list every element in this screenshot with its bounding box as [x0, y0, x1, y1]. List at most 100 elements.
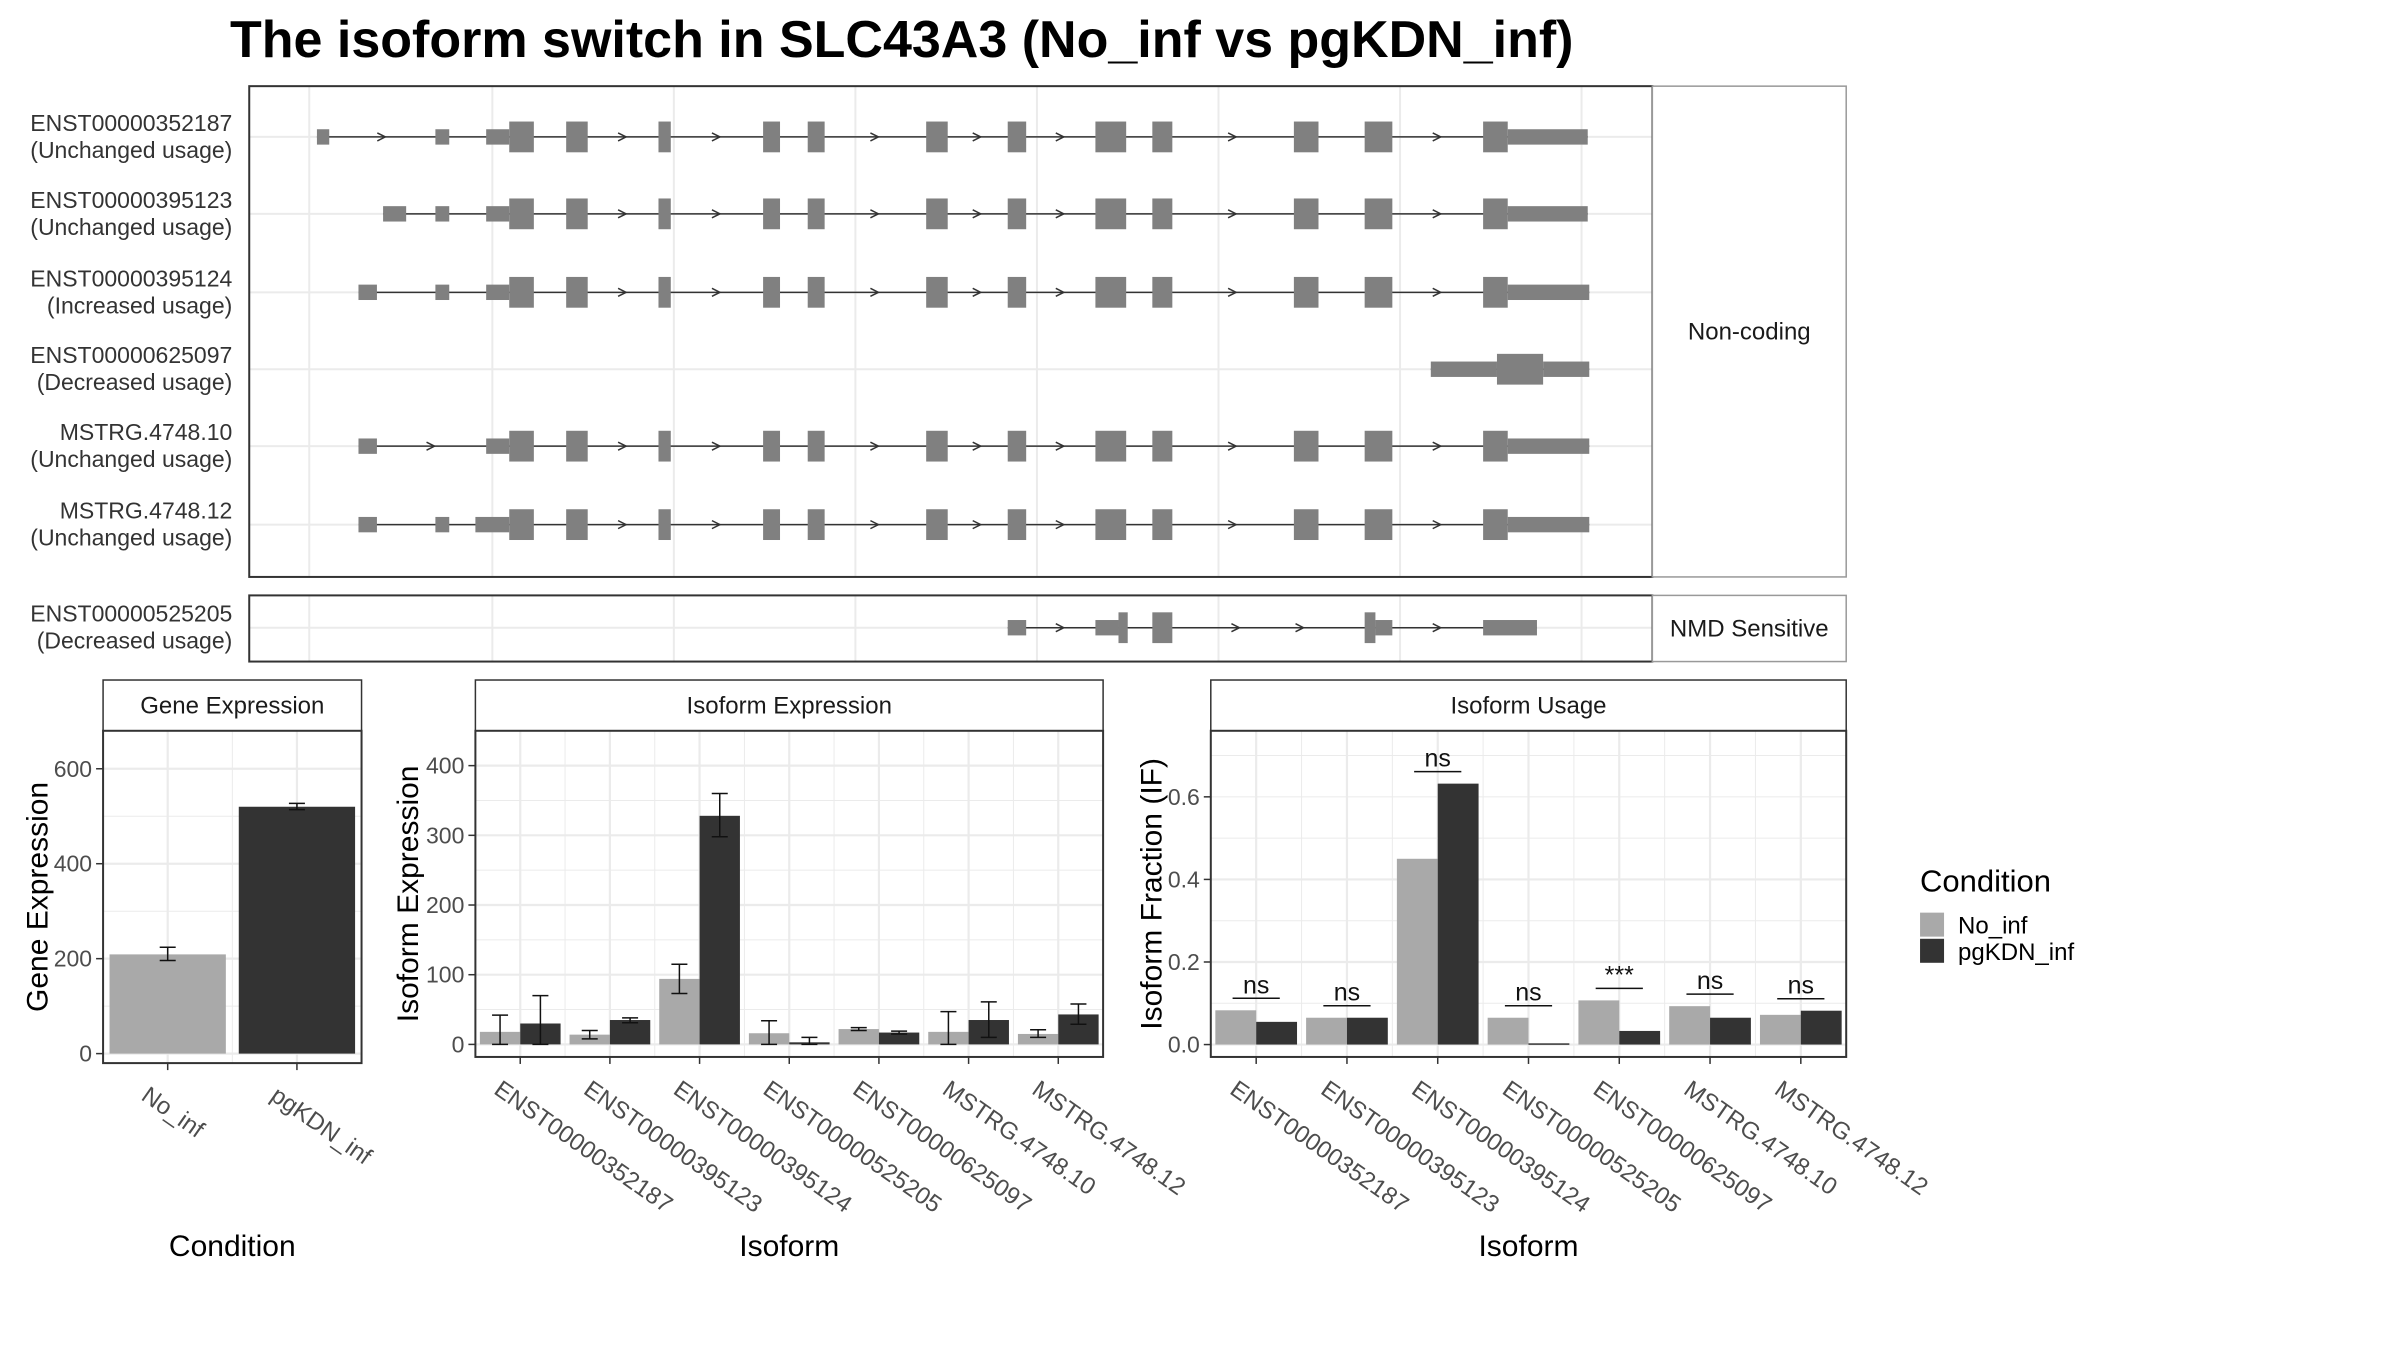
- exon-block: [1507, 129, 1588, 145]
- exon-block: [1364, 198, 1393, 230]
- exon-block: [658, 121, 671, 153]
- bar-No_inf-ENST00000625097: [1578, 1000, 1620, 1045]
- exon-block: [566, 430, 588, 462]
- exon-block: [1095, 198, 1127, 230]
- intron-arrow-icon: [376, 132, 387, 142]
- exon-block: [316, 129, 330, 145]
- exon-block: [1007, 198, 1027, 230]
- exon-block: [1007, 509, 1027, 541]
- exon-block: [435, 206, 450, 222]
- exon-block: [509, 509, 534, 541]
- y-tick-label: 400: [54, 851, 92, 877]
- exon-block: [926, 276, 948, 308]
- exon-block: [435, 516, 450, 533]
- transcript-id-label: ENST00000352187: [30, 110, 232, 136]
- exon-block: [1152, 612, 1173, 644]
- exon-block: [807, 121, 825, 153]
- exon-block: [926, 509, 948, 541]
- exon-block: [566, 276, 588, 308]
- exon-block: [486, 206, 510, 222]
- exon-block: [1293, 430, 1319, 462]
- exon-block: [763, 430, 781, 462]
- error-bar: [671, 963, 688, 995]
- significance-label: ns: [1515, 979, 1541, 1007]
- exon-block: [1152, 276, 1173, 308]
- exon-block: [566, 509, 588, 541]
- chart-title: Gene Expression: [140, 692, 324, 719]
- group-strip: [1651, 594, 1847, 663]
- intron-arrow-icon: [1432, 287, 1443, 297]
- chart-0: Gene Expression No_inf pgKDN_inf 0 200 400 600…: [21, 679, 377, 1263]
- intron-arrow-icon: [1432, 132, 1443, 142]
- exon-block: [658, 198, 671, 230]
- transcript-usage-label: (Increased usage): [47, 292, 232, 318]
- bar-pgKDN_inf-ENST00000525205: [1528, 1043, 1570, 1045]
- exon-block: [509, 121, 534, 153]
- exon-block: [358, 516, 377, 533]
- error-bar: [1030, 1029, 1047, 1039]
- y-tick-label: 0: [452, 1031, 465, 1057]
- bar-pgKDN_inf-MSTRG.4748.12: [1800, 1010, 1842, 1045]
- significance-label: ns: [1243, 971, 1269, 999]
- bar-pgKDN_inf-ENST00000395123: [1346, 1017, 1388, 1045]
- legend-label-pgKDN_inf: pgKDN_inf: [1958, 939, 2074, 966]
- intron-arrow-icon: [972, 132, 983, 142]
- error-bar: [940, 1010, 957, 1046]
- exon-block: [509, 198, 534, 230]
- structure-panel-background: [249, 86, 1653, 577]
- y-tick-label: 100: [426, 962, 464, 988]
- bar-pgKDN_inf-ENST00000395123: [609, 1020, 651, 1045]
- exon-block: [475, 516, 510, 533]
- exon-block: [1152, 121, 1173, 153]
- exon-block: [383, 206, 407, 222]
- intron-arrow-icon: [870, 132, 881, 142]
- intron-arrow-icon: [1055, 623, 1066, 633]
- legend-swatch-pgKDN_inf: [1920, 938, 1945, 963]
- intron-arrow-icon: [617, 209, 628, 219]
- exon-block: [1095, 509, 1127, 541]
- bar-No_inf-MSTRG.4748.10: [1669, 1006, 1711, 1045]
- exon-block: [1152, 198, 1173, 230]
- exon-block: [1483, 276, 1508, 308]
- exon-block: [926, 121, 948, 153]
- transcript-usage-label: (Unchanged usage): [30, 214, 232, 240]
- transcript-MSTRG.4748.12: MSTRG.4748.12(Unchanged usage): [30, 498, 1590, 551]
- intron-arrow-icon: [1055, 441, 1066, 451]
- error-bar: [622, 1017, 639, 1024]
- transcript-ENST00000525205: ENST00000525205(Decreased usage): [30, 601, 1537, 654]
- chart-title: Isoform Expression: [687, 692, 892, 719]
- transcript-ENST00000352187: ENST00000352187(Unchanged usage): [30, 110, 1588, 163]
- transcript-ENST00000625097: ENST00000625097(Decreased usage): [30, 342, 1590, 395]
- exon-block: [1364, 121, 1393, 153]
- exon-block: [1364, 430, 1393, 462]
- intron-arrow-icon: [1227, 209, 1238, 219]
- x-tick-label: MSTRG.4748.10: [1679, 1076, 1842, 1201]
- intron-arrow-icon: [426, 441, 437, 451]
- significance-label: ns: [1334, 979, 1360, 1007]
- exon-block: [807, 430, 825, 462]
- exon-block: [1007, 620, 1027, 636]
- legend-title: Condition: [1920, 864, 2051, 899]
- intron-arrow-icon: [1295, 623, 1306, 633]
- y-tick-label: 0.4: [1168, 866, 1200, 892]
- bar-pgKDN_inf-ENST00000625097: [878, 1032, 920, 1045]
- bar-No_inf-ENST00000395124: [1396, 858, 1438, 1045]
- exon-block: [1507, 438, 1590, 454]
- chart-strip: [102, 679, 363, 732]
- exon-block: [1543, 361, 1590, 377]
- exon-block: [926, 198, 948, 230]
- y-tick-label: 0: [79, 1041, 92, 1067]
- intron-arrow-icon: [1227, 519, 1238, 530]
- intron-arrow-icon: [617, 132, 628, 142]
- y-axis-title: Isoform Fraction (IF): [1135, 758, 1168, 1030]
- intron-arrow-icon: [711, 287, 722, 297]
- chart-title: Isoform Usage: [1450, 692, 1606, 719]
- intron-arrow-icon: [1432, 209, 1443, 219]
- exon-block: [658, 430, 671, 462]
- intron-arrow-icon: [617, 287, 628, 297]
- intron-arrow-icon: [1227, 287, 1238, 297]
- intron-arrow-icon: [1055, 209, 1066, 219]
- exon-block: [1483, 620, 1537, 636]
- x-axis-title: Condition: [169, 1230, 296, 1263]
- exon-block: [1095, 276, 1127, 308]
